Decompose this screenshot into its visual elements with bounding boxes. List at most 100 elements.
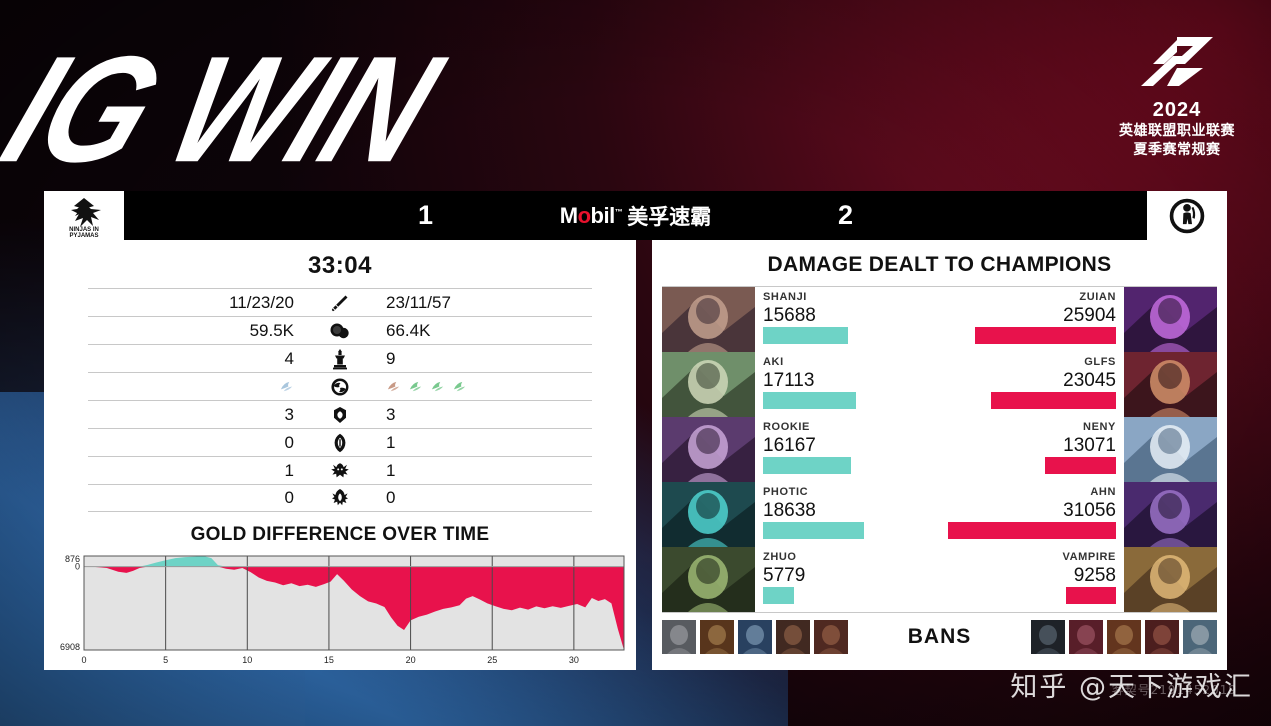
damage-bar — [1065, 587, 1116, 604]
leona-portrait-icon — [1124, 547, 1217, 612]
player-name: ZUIAN — [1079, 291, 1116, 303]
drake-icon — [409, 381, 422, 392]
rengar-portrait-icon — [1124, 287, 1217, 352]
sponsor-chinese-name: 美孚速霸 — [627, 205, 712, 229]
stat-left-gold: 59.5K — [249, 320, 294, 340]
score-right: 2 — [837, 200, 854, 230]
damage-title: DAMAGE DEALT TO CHAMPIONS — [767, 253, 1112, 276]
damage-bar-track — [948, 392, 1116, 409]
win-banner: IG WIN — [0, 22, 458, 195]
damage-value: 9258 — [1073, 565, 1116, 586]
svg-text:NINJAS IN: NINJAS IN — [69, 227, 99, 233]
damage-row: SHANJI 15688 ZUIAN 25904 — [662, 287, 1217, 352]
damage-value: 13071 — [1063, 435, 1116, 456]
player-name: PHOTIC — [763, 486, 809, 498]
ban-7-icon[interactable] — [1069, 619, 1103, 654]
stat-right-herald: 1 — [386, 432, 396, 452]
damage-bar-track — [763, 392, 932, 409]
league-name-line1: 英雄联盟职业联赛 — [1119, 122, 1235, 138]
damage-bar-track — [763, 457, 932, 474]
svg-text:PYJAMAS: PYJAMAS — [69, 233, 98, 238]
watermark: 知乎 @天下游戏汇 — [1010, 672, 1253, 703]
thresh-portrait-icon — [662, 547, 755, 612]
match-stats-panel: 33:04 11/23/20 23/11/57 59.5K 66.4K 4 9 — [44, 240, 636, 670]
stat-right-turrets: 9 — [386, 348, 396, 368]
ban-5-icon[interactable] — [814, 619, 848, 654]
svg-text:25: 25 — [487, 655, 497, 665]
watermark-subtext: 客契号2191452019 — [1111, 683, 1237, 697]
ban-2-icon[interactable] — [700, 619, 734, 654]
damage-bar — [1045, 457, 1116, 474]
stat-right-baron: 1 — [386, 460, 396, 480]
turret-icon — [312, 348, 368, 370]
stat-row-baron: 1 1 — [88, 456, 592, 484]
damage-bar-track — [948, 587, 1116, 604]
drake-icon — [453, 381, 466, 392]
stats-table: 11/23/20 23/11/57 59.5K 66.4K 4 9 — [88, 288, 592, 512]
stat-row-gold: 59.5K 66.4K — [88, 316, 592, 344]
stat-row-turrets: 4 9 — [88, 344, 592, 372]
ban-1-icon[interactable] — [662, 619, 696, 654]
baron-icon — [312, 462, 368, 480]
herald-icon — [312, 433, 368, 453]
game-timer: 33:04 — [308, 252, 372, 279]
damage-row: ZHUO 5779 VAMPIRE 9258 — [662, 547, 1217, 612]
score-bar: NINJAS IN PYJAMAS 1 Mobil™ 美孚速霸 2 — [44, 191, 1227, 240]
player-name: NENY — [1083, 421, 1116, 433]
ban-9-icon[interactable] — [1145, 619, 1179, 654]
damage-list: SHANJI 15688 ZUIAN 25904 AKI 17113 GLFS 23045 RO… — [662, 286, 1217, 612]
ban-4-icon[interactable] — [776, 619, 810, 654]
stat-right-elder: 0 — [386, 488, 396, 507]
score-left: 1 — [417, 200, 434, 230]
sponsor-mobil-wordmark: Mobil™ — [559, 202, 623, 228]
damage-bar — [975, 327, 1116, 344]
damage-entry-red: GLFS 23045 — [940, 352, 1125, 417]
ban-8-icon[interactable] — [1107, 619, 1141, 654]
dragon-icon — [312, 377, 368, 397]
nip-logo-icon: NINJAS IN PYJAMAS — [69, 197, 101, 238]
dragons-right — [386, 379, 467, 394]
svg-text:0: 0 — [75, 562, 80, 572]
bans-label: BANS — [907, 624, 972, 648]
ban-10-icon[interactable] — [1183, 619, 1217, 654]
drake-icon — [431, 381, 444, 392]
stat-left-turrets: 4 — [284, 348, 294, 368]
stat-row-grubs: 3 3 — [88, 400, 592, 428]
damage-bar — [763, 327, 849, 344]
stat-left-herald: 0 — [284, 432, 294, 452]
damage-value: 25904 — [1063, 305, 1116, 326]
ban-6-icon[interactable] — [1031, 619, 1065, 654]
damage-bar — [763, 522, 865, 539]
damage-bar — [763, 587, 795, 604]
damage-entry-blue: SHANJI 15688 — [755, 287, 940, 352]
syndra-portrait-icon — [1124, 482, 1217, 547]
damage-entry-blue: ZHUO 5779 — [755, 547, 940, 612]
player-name: GLFS — [1084, 356, 1116, 368]
graves-portrait-icon — [1124, 352, 1217, 417]
svg-text:20: 20 — [406, 655, 416, 665]
player-name: AHN — [1090, 486, 1116, 498]
drake-icon — [280, 381, 293, 392]
damage-value: 5779 — [763, 565, 806, 586]
kalista-portrait-icon — [662, 482, 755, 547]
gold-icon — [312, 321, 368, 341]
svg-text:30: 30 — [569, 655, 579, 665]
stat-row-elder: 0 0 — [88, 484, 592, 512]
kled-portrait-icon — [662, 287, 755, 352]
damage-bar-track — [948, 327, 1116, 344]
win-text: IG WIN — [0, 25, 459, 195]
svg-text:6908: 6908 — [60, 642, 80, 652]
azir-portrait-icon — [1124, 417, 1217, 482]
damage-value: 31056 — [1063, 500, 1116, 521]
team-logo-right — [1147, 191, 1227, 240]
player-name: ZHUO — [763, 551, 797, 563]
ban-3-icon[interactable] — [738, 619, 772, 654]
lpl-logo-icon — [1141, 37, 1213, 86]
team-logo-left: NINJAS IN PYJAMAS — [44, 191, 124, 240]
stat-row-kda: 11/23/20 23/11/57 — [88, 288, 592, 316]
damage-value: 16167 — [763, 435, 816, 456]
player-name: SHANJI — [763, 291, 807, 303]
damage-entry-red: ZUIAN 25904 — [940, 287, 1125, 352]
league-badge: 2024 英雄联盟职业联赛 夏季赛常规赛 — [1107, 34, 1247, 159]
stat-left-grubs: 3 — [284, 404, 294, 424]
